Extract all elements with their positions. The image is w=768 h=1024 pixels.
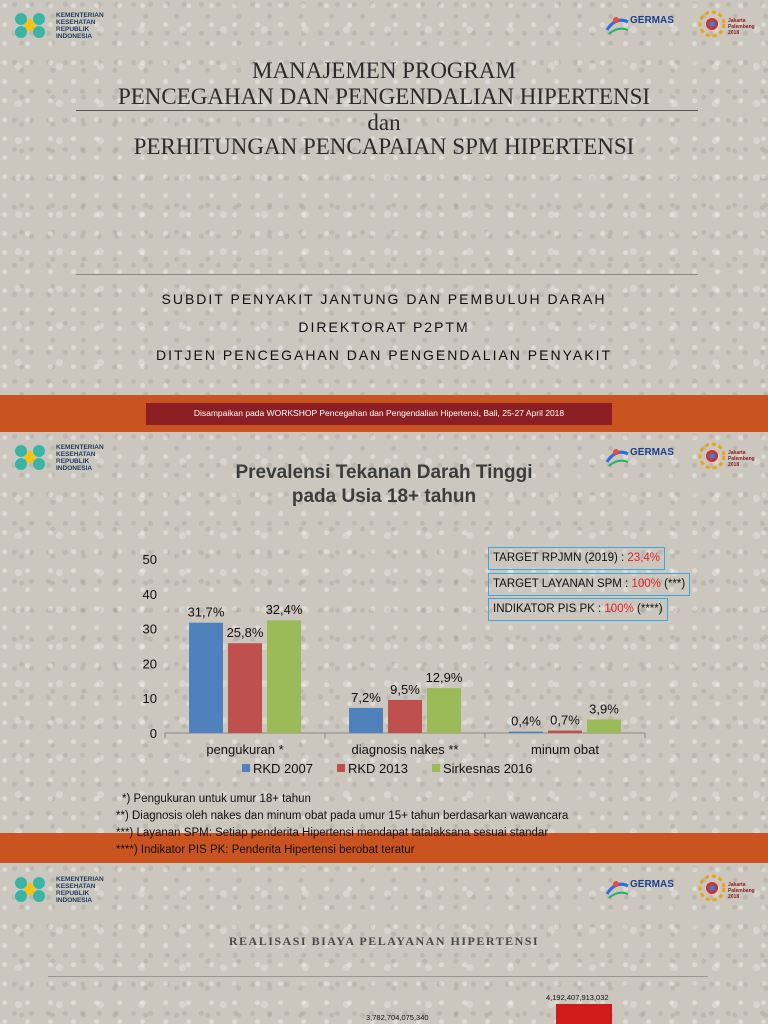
asian-games-sun-icon xyxy=(698,10,726,38)
legend-swatch xyxy=(337,764,345,772)
germas-figure-icon xyxy=(605,17,629,35)
bar xyxy=(427,688,461,733)
bar xyxy=(267,620,301,733)
kemenkes-logo: KEMENTERIAN KESEHATAN REPUBLIK INDONESIA xyxy=(10,8,130,42)
kemenkes-emblem-icon xyxy=(15,445,45,470)
bar xyxy=(349,707,383,733)
kemenkes-logo-text: KEMENTERIAN KESEHATAN REPUBLIK INDONESIA xyxy=(56,444,104,472)
target-rpjmn-value: 23,4% xyxy=(627,552,661,564)
germas-text: GERMAS xyxy=(630,879,674,890)
asian-games-logo: Jakarta Palembang 2018 xyxy=(696,440,756,476)
legend-label: Sirkesnas 2016 xyxy=(443,761,533,776)
data-label: 3,9% xyxy=(589,701,619,716)
target-spm-value: 100% xyxy=(631,578,661,590)
indikator-pis-box: INDIKATOR PIS PK : 100% (****) xyxy=(488,598,668,621)
kemenkes-logo: KEMENTERIAN KESEHATAN REPUBLIK INDONESIA xyxy=(10,440,130,474)
y-tick-label: 20 xyxy=(143,656,157,671)
subtitle-direktorat: DIREKTORAT P2PTM xyxy=(298,319,470,335)
title-line-4: PERHITUNGAN PENCAPAIAN SPM HIPERTENSI xyxy=(133,134,635,159)
title-line-3: dan xyxy=(367,110,401,135)
data-label: 7,2% xyxy=(351,690,381,705)
cost-bar xyxy=(556,1004,612,1024)
footnote-3: ***) Layanan SPM: Setiap penderita Hiper… xyxy=(116,827,549,839)
target-spm-suffix: (***) xyxy=(660,578,686,590)
prevalence-bar-chart: 0 10 20 30 40 50 31,7%25,8%32,4% pengukuran * 7,… xyxy=(143,552,646,776)
bar xyxy=(587,719,621,733)
cost-slide: KEMENTERIAN KESEHATAN REPUBLIK INDONESIA… xyxy=(0,864,768,1024)
germas-text: GERMAS xyxy=(630,15,674,26)
germas-figure-icon xyxy=(605,881,629,899)
y-tick-label: 0 xyxy=(150,726,157,741)
y-tick-label: 30 xyxy=(143,622,157,637)
y-tick-label: 40 xyxy=(143,587,157,602)
asian-games-logo: Jakarta Palembang 2018 xyxy=(696,8,756,44)
x-tick-label: diagnosis nakes ** xyxy=(352,742,459,757)
target-spm-label: TARGET LAYANAN SPM : xyxy=(493,578,632,590)
cost-value-1: 3,782,704,075,340 xyxy=(366,1013,429,1022)
subtitle-ditjen: DITJEN PENCEGAHAN DAN PENGENDALIAN PENYA… xyxy=(155,347,613,363)
kemenkes-emblem-icon xyxy=(15,877,45,902)
data-label: 31,7% xyxy=(188,605,225,620)
kemenkes-logo-text: KEMENTERIAN KESEHATAN REPUBLIK INDONESIA xyxy=(56,12,104,40)
x-tick-label: minum obat xyxy=(531,742,599,757)
footnote-2: **) Diagnosis oleh nakes dan minum obat … xyxy=(116,810,569,822)
cost-title: REALISASI BIAYA PELAYANAN HIPERTENSI xyxy=(228,934,540,948)
indikator-pis-suffix: (****) xyxy=(633,603,663,615)
germas-figure-icon xyxy=(605,449,629,467)
title-line-1: MANAJEMEN PROGRAM xyxy=(252,58,516,83)
bar xyxy=(388,699,422,733)
target-spm-box: TARGET LAYANAN SPM : 100% (***) xyxy=(488,573,691,596)
title-line-2: PENCEGAHAN DAN PENGENDALIAN HIPERTENSI xyxy=(117,84,651,109)
title-underline xyxy=(76,110,698,111)
divider xyxy=(76,274,698,275)
asian-games-text: Jakarta Palembang 2018 xyxy=(728,18,755,36)
bar xyxy=(189,622,223,733)
target-rpjmn-box: TARGET RPJMN (2019) : 23,4% xyxy=(488,547,666,570)
data-label: 0,4% xyxy=(511,714,541,729)
germas-logo: GERMAS xyxy=(604,444,684,472)
bar xyxy=(548,730,582,733)
kemenkes-logo-text: KEMENTERIAN KESEHATAN REPUBLIK INDONESIA xyxy=(56,876,104,904)
bar xyxy=(509,731,543,733)
y-tick-label: 10 xyxy=(143,691,157,706)
kemenkes-emblem-icon xyxy=(15,13,45,38)
kemenkes-logo: KEMENTERIAN KESEHATAN REPUBLIK INDONESIA xyxy=(10,872,130,906)
divider xyxy=(48,976,708,977)
asian-games-text: Jakarta Palembang 2018 xyxy=(728,882,755,900)
chart-title-line-2: pada Usia 18+ tahun xyxy=(291,486,477,507)
target-rpjmn-label: TARGET RPJMN (2019) : xyxy=(493,552,628,564)
footnote-4: ****) Indikator PIS PK: Penderita Hipert… xyxy=(116,844,415,856)
x-tick-label: pengukuran * xyxy=(206,742,283,757)
legend-swatch xyxy=(242,764,250,772)
footer-banner: Disampaikan pada WORKSHOP Pencegahan dan… xyxy=(146,403,612,425)
germas-logo: GERMAS xyxy=(604,12,684,40)
bar xyxy=(228,643,262,733)
data-label: 25,8% xyxy=(227,625,264,640)
title-slide: KEMENTERIAN KESEHATAN REPUBLIK INDONESIA… xyxy=(0,0,768,432)
prevalence-slide: KEMENTERIAN KESEHATAN REPUBLIK INDONESIA… xyxy=(0,432,768,864)
legend-swatch xyxy=(432,764,440,772)
subtitle-subdit: SUBDIT PENYAKIT JANTUNG DAN PEMBULUH DAR… xyxy=(161,291,607,307)
footnote-1: *) Pengukuran untuk umur 18+ tahun xyxy=(122,793,311,805)
asian-games-text: Jakarta Palembang 2018 xyxy=(728,450,755,468)
legend-label: RKD 2013 xyxy=(348,761,408,776)
indikator-pis-value: 100% xyxy=(604,603,634,615)
chart-title-line-1: Prevalensi Tekanan Darah Tinggi xyxy=(235,462,533,483)
footer-band xyxy=(0,833,768,863)
data-label: 32,4% xyxy=(266,602,303,617)
y-tick-label: 50 xyxy=(143,552,157,567)
footer-banner-text: Disampaikan pada WORKSHOP Pencegahan dan… xyxy=(193,408,565,418)
data-label: 0,7% xyxy=(550,713,580,728)
asian-games-logo: Jakarta Palembang 2018 xyxy=(696,872,756,908)
data-label: 12,9% xyxy=(426,670,463,685)
legend-label: RKD 2007 xyxy=(253,761,313,776)
germas-text: GERMAS xyxy=(630,447,674,458)
asian-games-sun-icon xyxy=(698,442,726,470)
asian-games-sun-icon xyxy=(698,874,726,902)
indikator-pis-label: INDIKATOR PIS PK : xyxy=(493,603,605,615)
cost-value-2: 4,192,407,913,032 xyxy=(546,993,609,1002)
data-label: 9,5% xyxy=(390,682,420,697)
germas-logo: GERMAS xyxy=(604,876,684,904)
